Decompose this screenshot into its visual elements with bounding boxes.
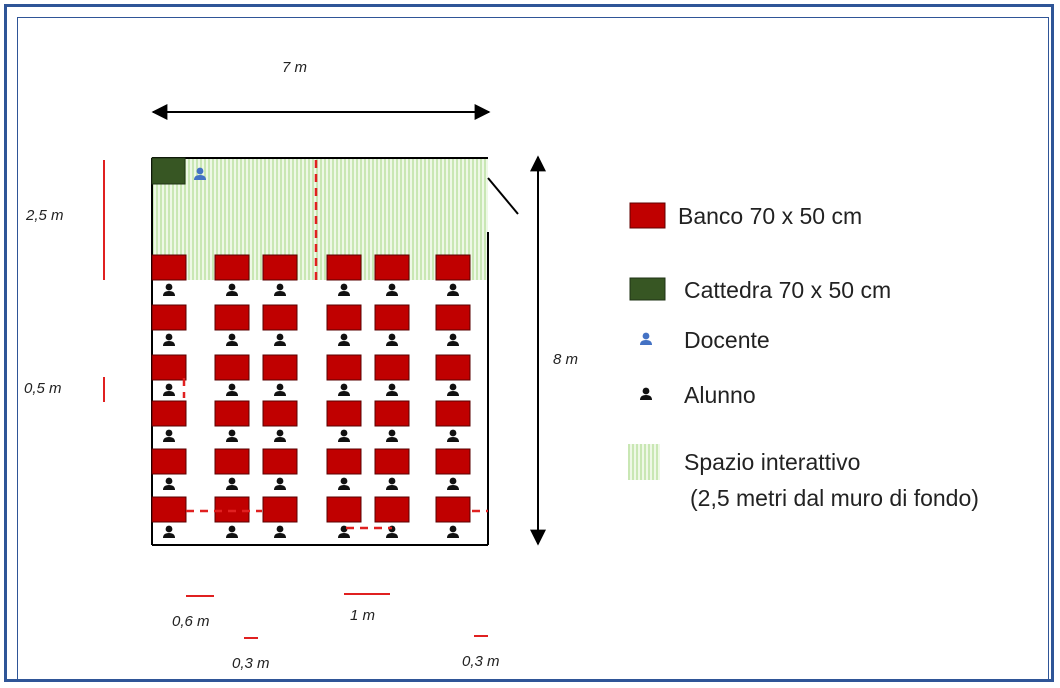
legend-spazio-sublabel: (2,5 metri dal muro di fondo) [690, 485, 979, 511]
banco-desk [435, 304, 471, 331]
alunno-icon [226, 333, 238, 346]
banco-desk [262, 400, 298, 427]
alunno-icon [163, 283, 175, 296]
alunno-icon [386, 429, 398, 442]
alunno-icon [338, 333, 350, 346]
alunno-icon [338, 477, 350, 490]
banco-desk [214, 254, 250, 281]
banco-desk [435, 400, 471, 427]
alunno-icon [226, 383, 238, 396]
banco-desk [262, 448, 298, 475]
banco-desk [262, 354, 298, 381]
banco-desk [214, 304, 250, 331]
height-label: 8 m [553, 351, 578, 368]
alunno-icon [163, 429, 175, 442]
banco-desk [262, 254, 298, 281]
alunno-icon [338, 283, 350, 296]
legend-alunno-icon [640, 387, 652, 400]
alunno-icon [447, 429, 459, 442]
alunno-icon [338, 383, 350, 396]
banco-desk [374, 496, 410, 523]
banco-desk [326, 400, 362, 427]
banco-desk [374, 254, 410, 281]
banco-desk [435, 448, 471, 475]
banco-desk [374, 304, 410, 331]
banco-desk [435, 354, 471, 381]
door [487, 177, 519, 215]
alunno-icon [274, 383, 286, 396]
banco-desk [374, 400, 410, 427]
alunno-icon [274, 477, 286, 490]
banco-desk [326, 448, 362, 475]
interactive-depth-label: 2,5 m [25, 207, 64, 224]
legend-banco-label: Banco 70 x 50 cm [678, 203, 862, 229]
legend-cattedra-label: Cattedra 70 x 50 cm [684, 277, 891, 303]
banco-desk [326, 254, 362, 281]
alunno-icon [226, 429, 238, 442]
wall-gap-left-label: 0,3 m [232, 655, 270, 672]
legend-banco-swatch [629, 202, 666, 229]
banco-desk [151, 400, 187, 427]
alunno-icon [226, 283, 238, 296]
banco-desk [214, 354, 250, 381]
alunno-icon [226, 525, 238, 538]
banco-desk [262, 304, 298, 331]
banco-desk [326, 496, 362, 523]
room-walls [151, 157, 489, 546]
alunno-icon [226, 477, 238, 490]
alunno-icon [163, 477, 175, 490]
alunno-icon [386, 333, 398, 346]
banco-desk [151, 304, 187, 331]
alunno-icon [447, 525, 459, 538]
legend-spazio-label: Spazio interattivo [684, 449, 860, 475]
legend-docente-icon [640, 332, 652, 345]
banco-desk [326, 304, 362, 331]
alunno-icon [386, 283, 398, 296]
alunno-icon [274, 429, 286, 442]
banco-desk [374, 354, 410, 381]
gap-markers [182, 378, 488, 530]
alunno-icon [274, 525, 286, 538]
banco-desk [435, 254, 471, 281]
row-gap-label: 0,5 m [24, 380, 62, 397]
banco-desk [214, 400, 250, 427]
banco-desk [326, 354, 362, 381]
alunno-icon [274, 283, 286, 296]
alunno-icon [163, 525, 175, 538]
alunno-icon [163, 333, 175, 346]
banco-desk [151, 448, 187, 475]
inner-frame [17, 17, 1049, 681]
legend: Banco 70 x 50 cm Cattedra 70 x 50 cm Doc… [628, 202, 979, 511]
alunno-icon [163, 383, 175, 396]
alunno-icon [386, 383, 398, 396]
alunno-icon [447, 477, 459, 490]
legend-docente-label: Docente [684, 327, 770, 353]
alunno-icon [386, 477, 398, 490]
legend-cattedra-swatch [629, 277, 666, 301]
alunno-icon [447, 283, 459, 296]
banco-desk [374, 448, 410, 475]
banco-desk [214, 448, 250, 475]
legend-spazio-swatch [628, 444, 660, 480]
banco-desk [435, 496, 471, 523]
aisle-label: 1 m [350, 607, 375, 624]
interactive-space-area [152, 158, 488, 280]
banco-desk [262, 496, 298, 523]
alunno-icon [274, 333, 286, 346]
cattedra-desk [151, 157, 186, 185]
banco-desk [151, 254, 187, 281]
banco-desk [151, 496, 187, 523]
wall-gap-right-label: 0,3 m [462, 653, 500, 670]
desk-gap-label: 0,6 m [172, 613, 210, 630]
desk-grid [151, 254, 471, 538]
alunno-icon [338, 429, 350, 442]
width-label: 7 m [282, 59, 307, 76]
legend-alunno-label: Alunno [684, 382, 756, 408]
banco-desk [151, 354, 187, 381]
banco-desk [214, 496, 250, 523]
alunno-icon [447, 383, 459, 396]
alunno-icon [447, 333, 459, 346]
